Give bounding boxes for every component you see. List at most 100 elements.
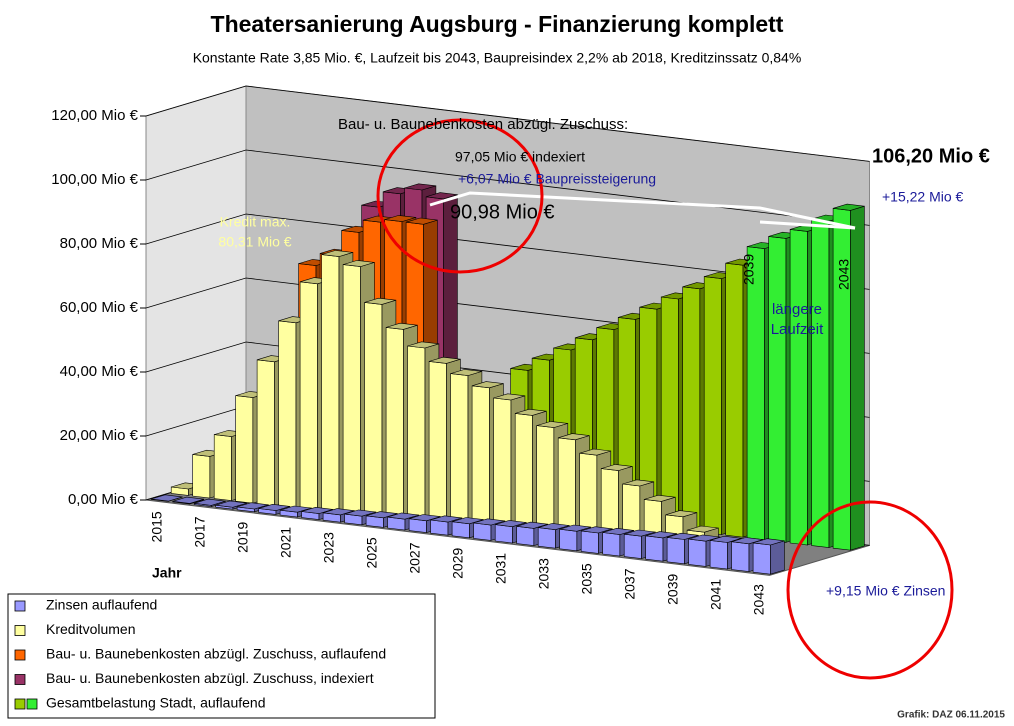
bar (752, 538, 785, 575)
bar-front (731, 541, 750, 572)
bar-top (602, 527, 634, 535)
bar-top (215, 500, 247, 508)
bar-top (667, 532, 699, 540)
bar-front (703, 276, 722, 535)
legend-swatch (26, 698, 38, 710)
annotation: 90,98 Mio € (450, 201, 555, 223)
bar-top (323, 508, 355, 516)
bar-top (624, 529, 656, 537)
y-tick-label: 40,00 Mio € (60, 363, 139, 380)
bar-top (473, 518, 505, 526)
legend-swatch (14, 625, 26, 636)
chart-title: Theatersanierung Augsburg - Finanzierung… (211, 11, 784, 37)
x-tick-label: 2015 (149, 511, 165, 542)
bar-front (256, 359, 275, 507)
annotation: +15,22 Mio € (882, 189, 964, 205)
bar-top (430, 515, 462, 523)
bar-top (472, 381, 504, 389)
bar (150, 494, 183, 502)
y-tick-label: 60,00 Mio € (60, 299, 139, 316)
x-tick-label: 2029 (450, 547, 466, 578)
bar-front (493, 397, 512, 535)
bar-front (645, 535, 664, 562)
bar-front (709, 540, 728, 570)
x-tick-label: 2043 (751, 584, 767, 615)
bar-front (623, 533, 642, 559)
bar-top (237, 502, 269, 510)
bar-front (811, 218, 830, 548)
bar-front (299, 281, 318, 512)
bar-top (364, 297, 396, 305)
bar-front (407, 345, 426, 525)
legend-swatch (14, 698, 26, 710)
x-tick-label: 2025 (364, 537, 380, 568)
y-tick-label: 0,00 Mio € (68, 491, 139, 508)
x-tick-label: 2027 (407, 542, 423, 573)
bar-front (321, 254, 340, 514)
bar-top (450, 369, 482, 376)
x-tick-label: 2033 (536, 558, 552, 589)
x-tick-label: 2019 (235, 521, 251, 552)
bar-front (580, 530, 599, 554)
connector-line (759, 220, 856, 230)
bar-top (321, 250, 353, 257)
connector-line (429, 191, 856, 230)
bar-top (344, 509, 376, 517)
bar-top (559, 524, 591, 532)
bar-top (644, 494, 676, 502)
bar-top (515, 408, 547, 416)
bar-top (665, 510, 697, 518)
x-tick-label: 2035 (579, 563, 595, 594)
bar-top (622, 479, 654, 487)
x-tick-label: 2041 (708, 579, 724, 610)
bar-front (516, 525, 535, 546)
grid-line (145, 149, 870, 226)
bar-front (789, 229, 808, 546)
bar-front (768, 236, 787, 543)
bar-top (387, 512, 419, 520)
bar-front (235, 395, 254, 504)
bar-top (366, 511, 398, 519)
bar-top (409, 514, 441, 522)
highlight-circle (786, 500, 954, 680)
legend-label: Bau- u. Baunebenkosten abzügl. Zuschuss,… (46, 646, 386, 662)
bar-front (471, 385, 490, 533)
bar-front (342, 264, 361, 517)
bar-front (385, 327, 404, 522)
overlay: Bau- u. Baunebenkosten abzügl. Zuschuss:… (218, 116, 990, 680)
bar-side (850, 205, 865, 551)
bar-front (192, 454, 211, 499)
bar-front (278, 320, 297, 509)
bar-front (752, 542, 771, 575)
bar-top (194, 498, 226, 506)
legend-label: Bau- u. Baunebenkosten abzügl. Zuschuss,… (46, 670, 374, 686)
bar-front (537, 527, 556, 549)
bar-top (406, 217, 438, 225)
bar (832, 203, 865, 551)
bar (193, 498, 226, 508)
bar-front (559, 528, 578, 552)
bar-top (731, 537, 763, 545)
bar-top (151, 494, 183, 502)
bar-front (660, 296, 679, 530)
chart-subtitle: Konstante Rate 3,85 Mio. €, Laufzeit bis… (193, 50, 802, 66)
x-tick-label: 2037 (622, 568, 638, 599)
bar-front (688, 538, 707, 567)
y-tick-label: 120,00 Mio € (51, 107, 138, 124)
x-tick-label: 2023 (321, 532, 337, 563)
bar (279, 505, 312, 518)
x-tick-label: 2021 (278, 527, 294, 558)
legend-swatch (14, 649, 26, 661)
bar-top (710, 535, 742, 543)
bar-top (343, 260, 375, 267)
annotation: Kredit max. (220, 214, 291, 230)
annotation: +6,07 Mio € Baupreissteigerung (458, 171, 656, 187)
grid-line (145, 213, 870, 290)
bar-top (452, 517, 484, 525)
bar-top (601, 464, 633, 471)
legend-label: Gesamtbelastung Stadt, auflaufend (46, 695, 265, 711)
annotation: 80,31 Mio € (218, 234, 291, 250)
bar-top (407, 341, 439, 349)
bar-top (645, 531, 677, 539)
